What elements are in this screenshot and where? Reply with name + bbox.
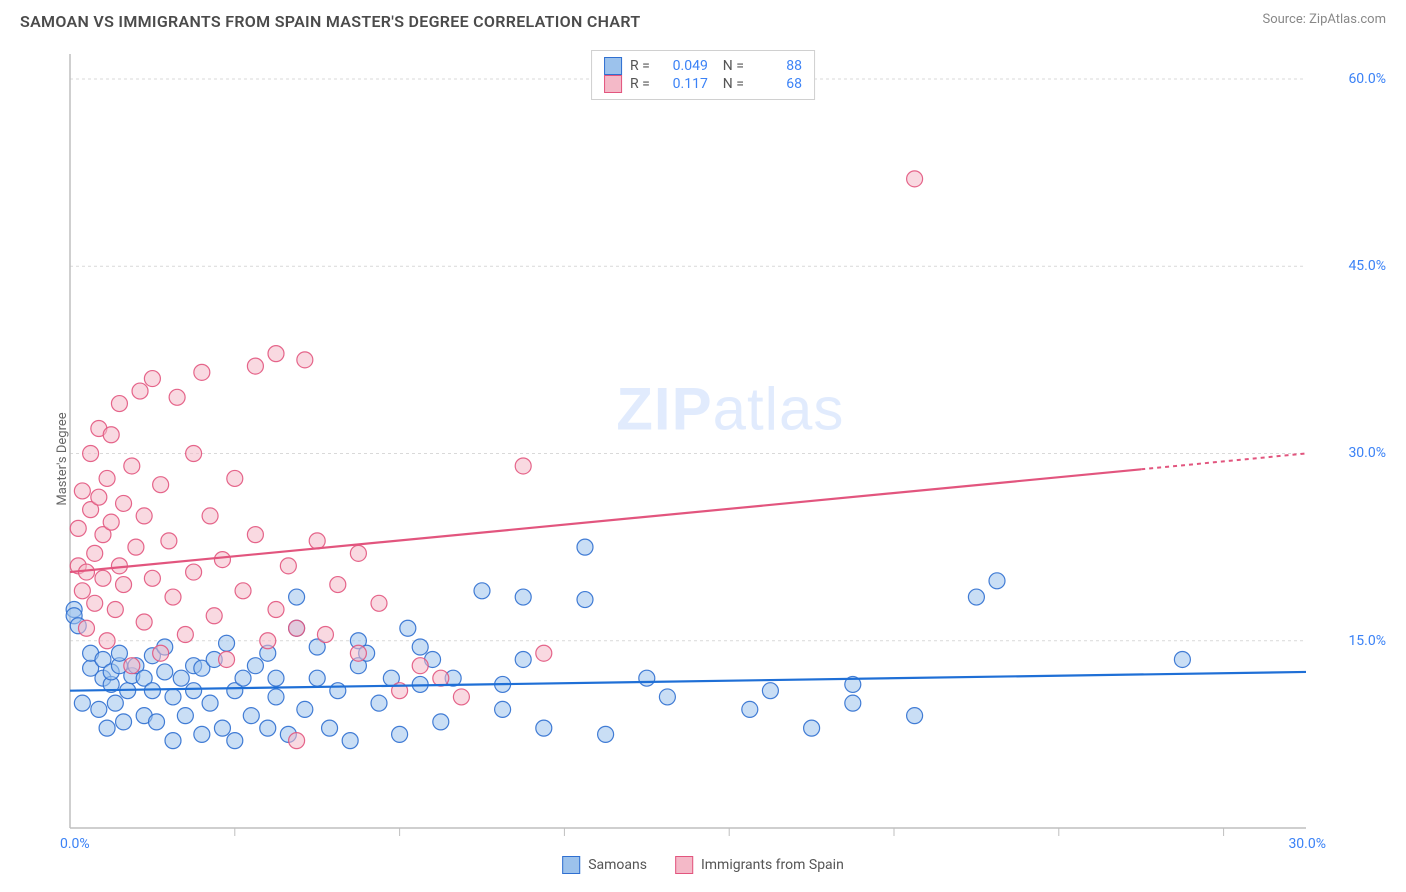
y-tick-label: 60.0% (1348, 71, 1386, 87)
chart-title: SAMOAN VS IMMIGRANTS FROM SPAIN MASTER'S… (20, 12, 641, 31)
chart-container: Master's Degree ZIPatlas R =0.049 N =88 … (20, 46, 1386, 872)
swatch-icon (604, 57, 622, 75)
x-axis-start: 0.0% (60, 836, 90, 852)
legend-row: R =0.117 N =68 (604, 75, 802, 93)
scatter-plot (20, 46, 1386, 872)
y-tick-label: 30.0% (1348, 445, 1386, 461)
source-attribution: Source: ZipAtlas.com (1262, 12, 1386, 27)
legend-row: R =0.049 N =88 (604, 57, 802, 75)
x-axis-end: 30.0% (1288, 836, 1326, 852)
correlation-legend: R =0.049 N =88 R =0.117 N =68 (591, 50, 815, 100)
swatch-icon (562, 856, 580, 874)
y-tick-label: 15.0% (1348, 633, 1386, 649)
swatch-icon (604, 75, 622, 93)
legend-label: Samoans (588, 857, 647, 873)
series-legend: Samoans Immigrants from Spain (562, 856, 844, 874)
legend-label: Immigrants from Spain (701, 857, 844, 873)
y-axis-label: Master's Degree (55, 412, 70, 505)
legend-item: Immigrants from Spain (675, 856, 844, 874)
swatch-icon (675, 856, 693, 874)
legend-item: Samoans (562, 856, 647, 874)
y-tick-label: 45.0% (1348, 258, 1386, 274)
